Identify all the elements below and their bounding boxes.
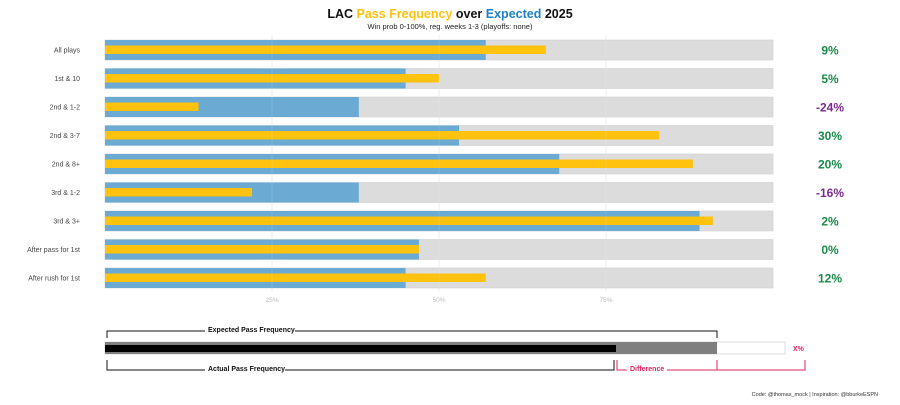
category-label: 3rd & 1-2: [51, 190, 80, 197]
expected-bar: [105, 97, 359, 117]
actual-bar: [105, 216, 713, 225]
chart-subtitle: Win prob 0-100%, reg. weeks 1-3 (playoff…: [368, 22, 533, 31]
bar-row: 3rd & 1-2 -16%: [51, 182, 844, 203]
difference-label: 12%: [818, 272, 842, 286]
legend-actual-bar: [105, 345, 616, 352]
difference-label: -16%: [816, 186, 844, 200]
caption: Code: @thomas_mock | Inspiration: @bburk…: [752, 392, 878, 398]
category-label: After rush for 1st: [28, 276, 80, 283]
difference-label-bg: [627, 364, 667, 374]
chart-title: LAC Pass Frequency over Expected 2025: [327, 7, 572, 21]
actual-label-bg: [205, 364, 285, 374]
difference-label: 0%: [821, 243, 839, 257]
difference-label: 9%: [821, 44, 839, 58]
actual-label: Actual Pass Frequency: [208, 366, 285, 373]
difference-label: 20%: [818, 158, 842, 172]
difference-label: 30%: [818, 129, 842, 143]
x-pct-label: X%: [793, 346, 805, 353]
expected-label: Expected Pass Frequency: [208, 327, 295, 334]
x-tick-label: 75%: [599, 297, 612, 304]
title-pass-frequency: Pass Frequency: [357, 7, 453, 21]
difference-label: 2%: [821, 215, 839, 229]
actual-bar: [105, 273, 486, 282]
difference-label: -24%: [816, 101, 844, 115]
bar-row: 2nd & 1-2 -24%: [50, 96, 844, 118]
title-expected: Expected: [486, 7, 542, 21]
actual-bar: [105, 245, 419, 254]
bar-row: 3rd & 3+ 2%: [53, 210, 839, 232]
category-label: 1st & 10: [54, 76, 80, 83]
actual-bar: [105, 74, 439, 83]
bar-row: 1st & 10 5%: [54, 68, 839, 89]
bar-row: 2nd & 8+ 20%: [52, 153, 842, 175]
actual-bar: [105, 159, 693, 168]
x-axis-ticks: 25% 50% 75%: [265, 40, 613, 304]
x-tick-label: 25%: [265, 297, 278, 304]
expected-label-bg: [205, 325, 295, 335]
actual-bracket: [106, 360, 615, 371]
bar-row: 2nd & 3-7 30%: [50, 125, 842, 146]
category-label: 2nd & 8+: [52, 162, 80, 169]
x-tick-label: 50%: [432, 297, 445, 304]
title-team: LAC: [327, 7, 356, 21]
bar-row: After rush for 1st 12%: [28, 267, 842, 289]
expected-bracket: [106, 330, 718, 338]
difference-label: Difference: [630, 366, 664, 373]
actual-bar: [105, 45, 546, 54]
category-label: 2nd & 1-2: [50, 105, 80, 112]
bar-rows: All plays 9%1st & 10 5%2nd & 1-2 -24%2nd & …: [27, 39, 844, 289]
difference-bracket: [616, 360, 806, 371]
category-label: 3rd & 3+: [53, 219, 80, 226]
category-label: After pass for 1st: [27, 247, 80, 254]
title-year: 2025: [545, 7, 573, 21]
category-label: All plays: [54, 48, 81, 55]
actual-bar: [105, 188, 252, 197]
bar-row: After pass for 1st 0%: [27, 239, 839, 260]
legend-explainer: Expected Pass Frequency Actual Pass Freq…: [104, 325, 806, 374]
bar-row: All plays 9%: [54, 39, 839, 61]
actual-bar: [105, 131, 660, 140]
title-over: over: [456, 7, 483, 21]
actual-bar: [105, 102, 199, 111]
category-label: 2nd & 3-7: [50, 133, 80, 140]
difference-label: 5%: [821, 72, 839, 86]
